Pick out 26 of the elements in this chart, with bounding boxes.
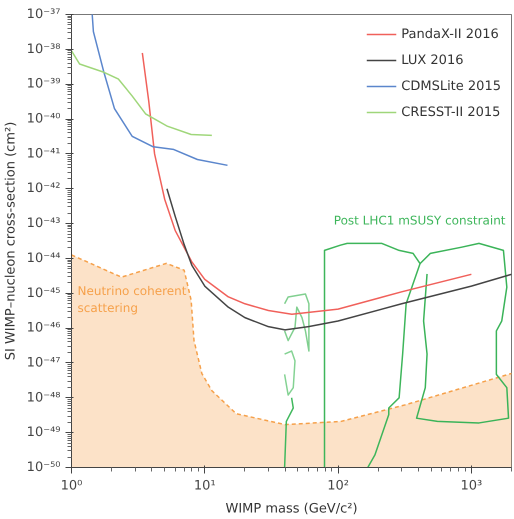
legend-label: CRESST-II 2015 bbox=[401, 104, 500, 120]
x-tick-label: 10² bbox=[327, 478, 349, 494]
x-tick-label: 10³ bbox=[460, 478, 482, 494]
y-tick-label: 10⁻⁴² bbox=[26, 181, 60, 196]
annotation: Neutrino coherent scattering bbox=[78, 284, 187, 315]
y-tick-label: 10⁻³⁹ bbox=[26, 76, 60, 92]
y-tick-label: 10⁻³⁸ bbox=[26, 42, 60, 57]
annotation: Post LHC1 mSUSY constraint bbox=[334, 214, 506, 228]
x-tick-label: 10⁰ bbox=[60, 478, 82, 494]
y-tick-label: 10⁻⁴⁸ bbox=[26, 390, 60, 406]
legend-label: PandaX-II 2016 bbox=[401, 26, 499, 42]
y-tick-label: 10⁻⁴⁷ bbox=[26, 355, 60, 370]
x-tick-label: 10¹ bbox=[194, 478, 216, 494]
x-axis-title: WIMP mass (GeV/c²) bbox=[225, 502, 358, 516]
y-tick-label: 10⁻⁴⁹ bbox=[26, 425, 60, 440]
y-axis-title: SI WIMP–nucleon cross-section (cm²) bbox=[4, 122, 19, 360]
y-tick-label: 10⁻⁵⁰ bbox=[26, 460, 60, 475]
y-tick-label: 10⁻³⁷ bbox=[26, 7, 60, 22]
y-tick-label: 10⁻⁴³ bbox=[26, 216, 60, 232]
y-tick-label: 10⁻⁴¹ bbox=[26, 146, 60, 162]
y-tick-label: 10⁻⁴⁰ bbox=[26, 112, 60, 127]
y-tick-label: 10⁻⁴⁴ bbox=[26, 250, 60, 266]
legend-label: LUX 2016 bbox=[401, 52, 464, 68]
legend-label: CDMSLite 2015 bbox=[401, 78, 501, 94]
y-tick-label: 10⁻⁴⁶ bbox=[26, 320, 60, 336]
y-tick-label: 10⁻⁴⁵ bbox=[26, 286, 60, 301]
